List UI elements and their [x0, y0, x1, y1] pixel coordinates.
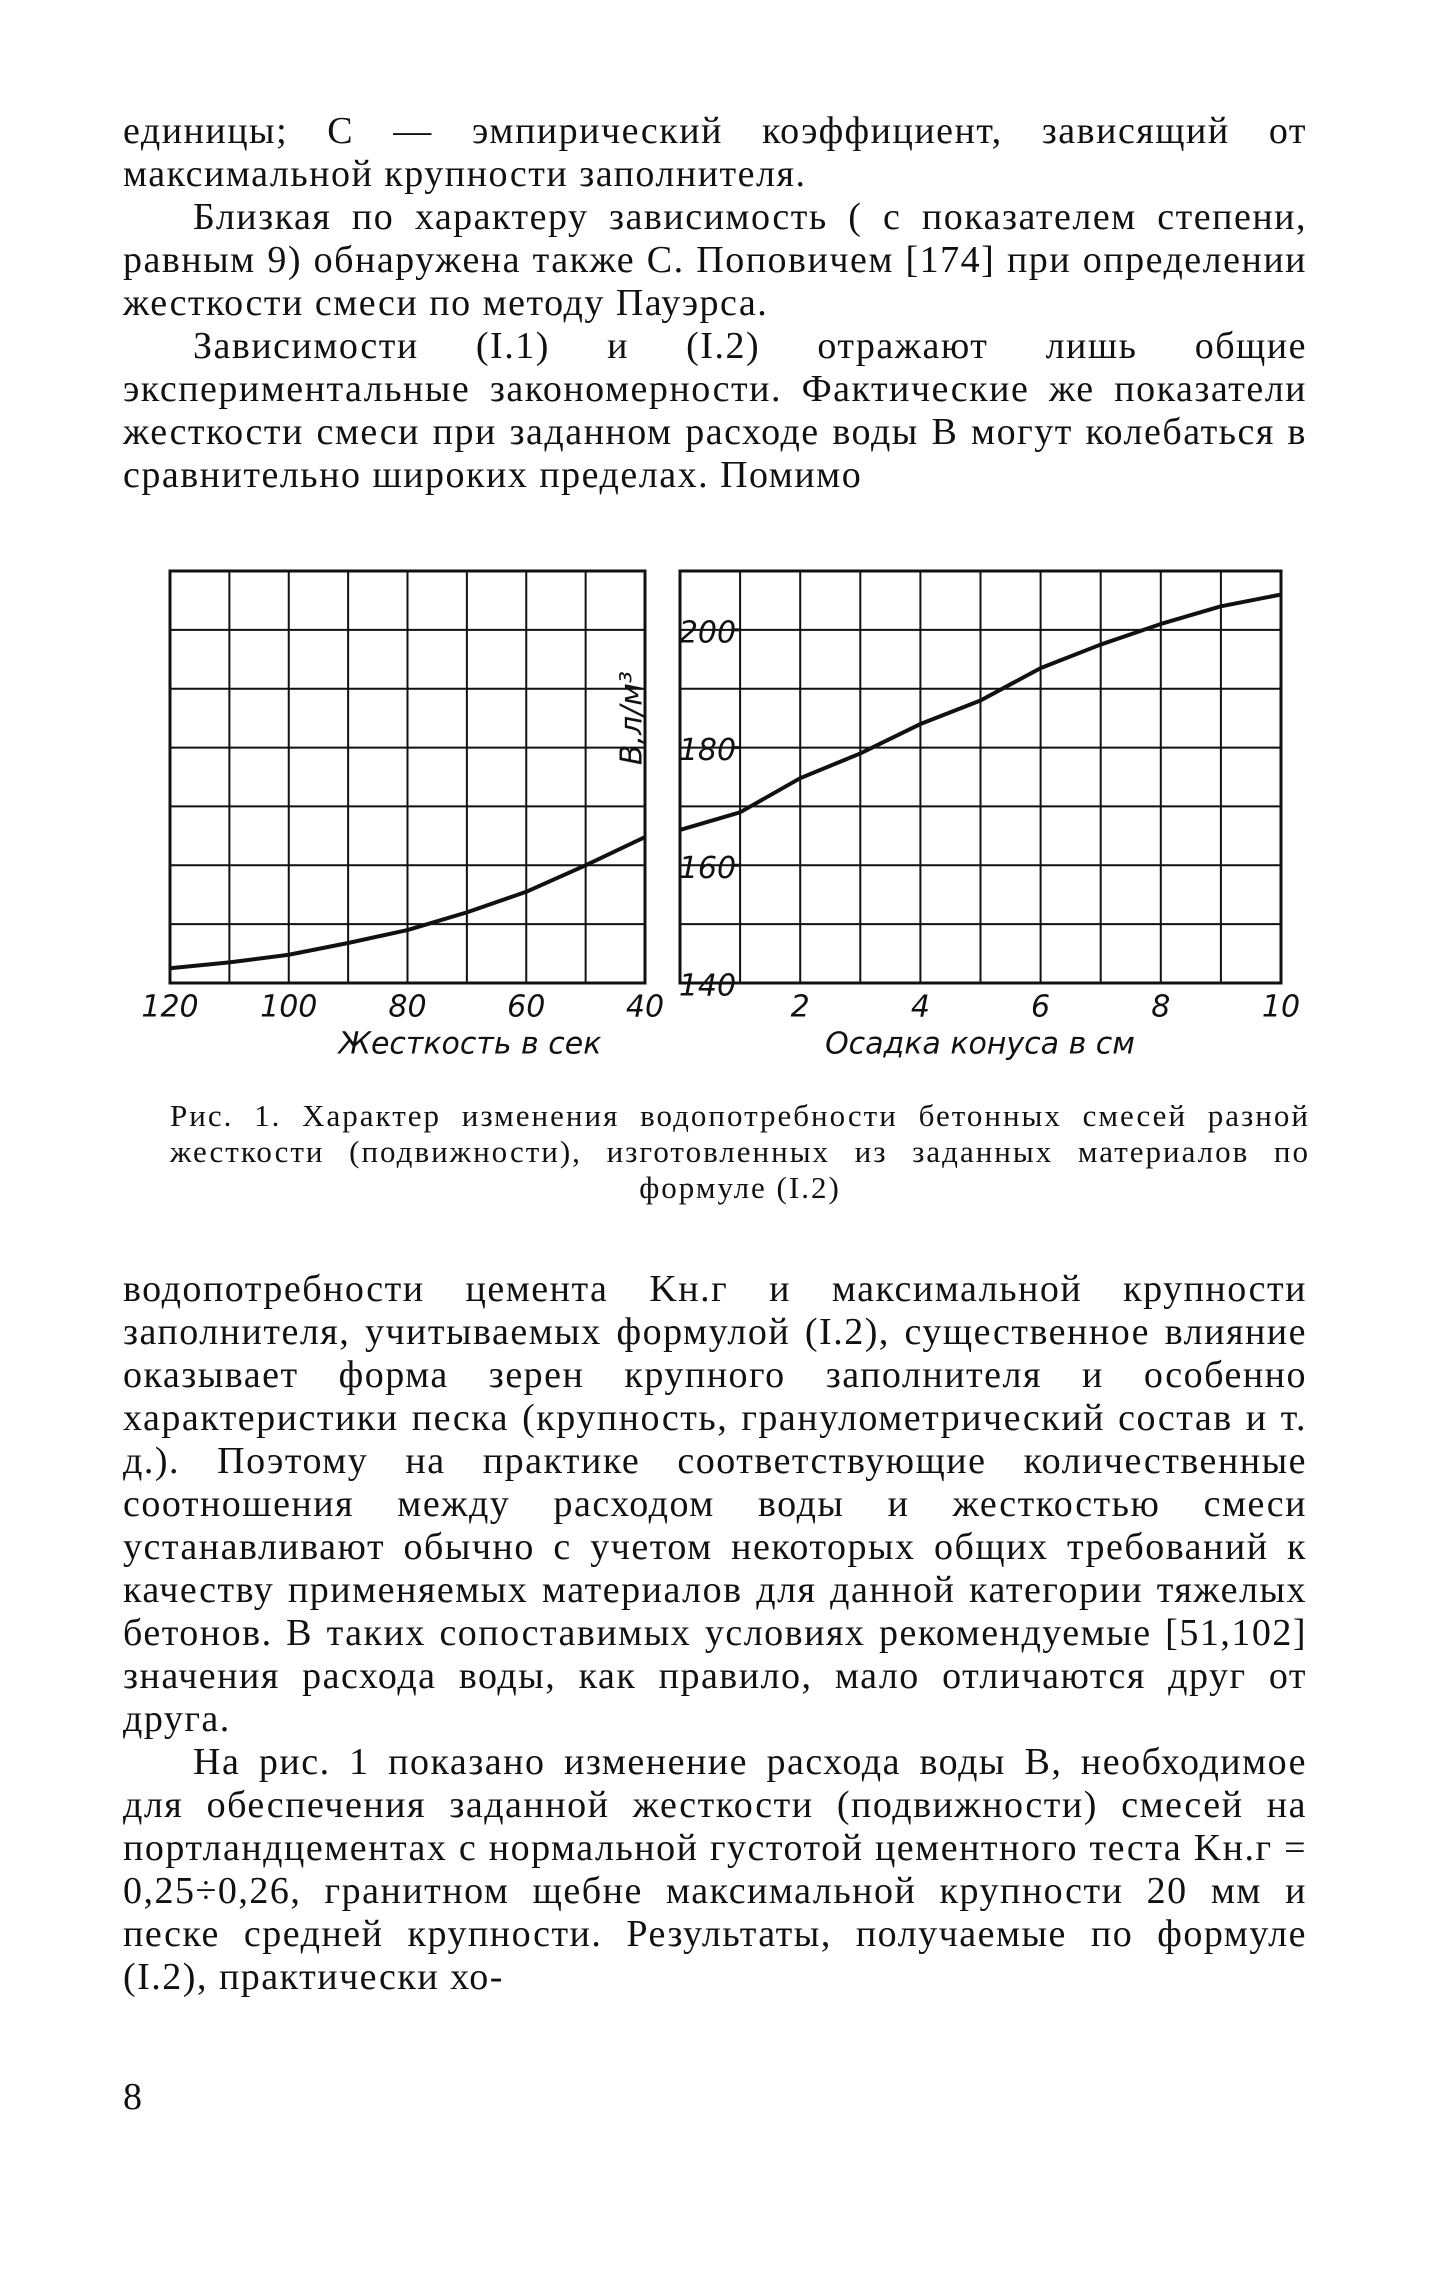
x-tick-label: 10 [1262, 990, 1300, 1025]
y-tick-label: 160 [679, 851, 736, 886]
paragraph: водопотребности цемента Kн.г и максималь… [123, 1268, 1307, 1740]
y-tick-label: 140 [679, 969, 736, 1004]
x-tick-label: 80 [388, 990, 426, 1025]
page-number: 8 [123, 2076, 142, 2118]
paragraph: Зависимости (I.1) и (I.2) отражают лишь … [123, 325, 1307, 496]
x-tick-label: 120 [141, 990, 198, 1025]
y-tick-label: 180 [679, 733, 736, 768]
panel-frame [678, 569, 1283, 985]
x-tick-label: 60 [507, 990, 545, 1025]
paragraph: Близкая по характеру зависимость ( с пок… [123, 196, 1307, 324]
top-text: единицы; С — эмпирический коэффициент, з… [123, 110, 1307, 497]
y-axis-title: В,л/м³ [615, 671, 650, 765]
bottom-text: водопотребности цемента Kн.г и максималь… [123, 1268, 1307, 1999]
curve [169, 835, 646, 971]
panel-frame [168, 569, 647, 985]
paragraph: единицы; С — эмпирический коэффициент, з… [123, 110, 1307, 195]
x-tick-label: 8 [1151, 990, 1170, 1025]
x-tick-label: 40 [626, 990, 664, 1025]
x-tick-label: 2 [791, 990, 810, 1025]
x-tick-label: 100 [260, 990, 317, 1025]
y-tick-label: 200 [679, 615, 736, 650]
paragraph: На рис. 1 показано изменение расхода вод… [123, 1741, 1307, 1998]
figure: 120 100 80 60 40 Жесткость в сек 2 4 6 8 10 140 160 1… [141, 569, 1300, 1062]
x-tick-label: 4 [911, 990, 930, 1025]
x-axis-title: Осадка конуса в см [825, 1027, 1135, 1062]
figure-caption: Рис. 1. Характер изменения водопотребнос… [170, 1098, 1310, 1205]
x-tick-label: 6 [1031, 990, 1050, 1025]
curve [679, 592, 1282, 832]
x-axis-title: Жесткость в сек [337, 1027, 602, 1062]
